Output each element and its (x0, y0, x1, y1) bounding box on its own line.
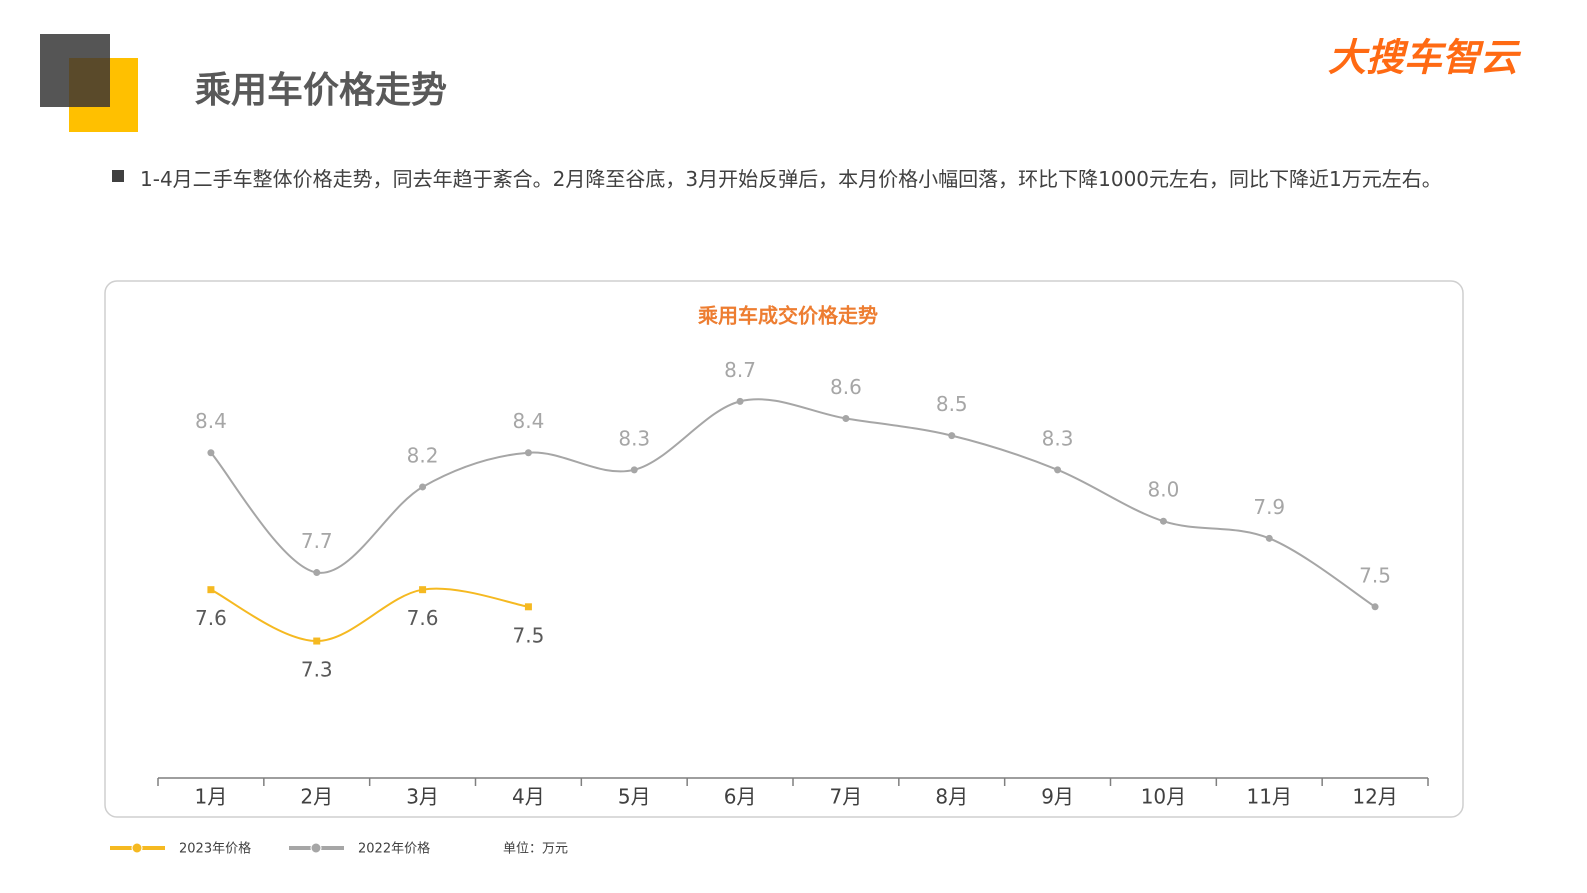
data-label: 8.4 (195, 409, 227, 433)
data-label: 7.6 (195, 606, 227, 630)
point (524, 449, 532, 457)
point (1159, 517, 1167, 525)
legend-label: 2022年价格 (358, 841, 430, 857)
x-tick-label: 5月 (618, 785, 651, 809)
data-label: 8.7 (724, 358, 756, 382)
legend-marker (310, 842, 322, 854)
x-tick-label: 10月 (1141, 785, 1186, 809)
data-label: 7.7 (301, 529, 333, 553)
series-line (210, 398, 1376, 608)
x-tick-label: 9月 (1041, 785, 1074, 809)
point (419, 586, 427, 594)
series-line (210, 587, 529, 643)
data-label: 8.3 (618, 426, 650, 450)
data-label: 7.5 (513, 623, 545, 647)
point (524, 603, 532, 611)
point (630, 466, 638, 474)
data-label: 8.5 (936, 392, 968, 416)
data-label: 7.3 (301, 658, 333, 682)
data-label: 8.4 (513, 409, 545, 433)
point (207, 586, 215, 594)
point (842, 414, 850, 422)
point (1265, 534, 1273, 542)
chart-title: 乘用车成交价格走势 (697, 304, 878, 328)
data-label: 8.6 (830, 375, 862, 399)
deco-overlap (69, 58, 110, 107)
data-label: 7.5 (1359, 563, 1391, 587)
point (207, 449, 215, 457)
x-tick-label: 3月 (406, 785, 439, 809)
point (313, 637, 321, 645)
x-tick-label: 8月 (935, 785, 968, 809)
x-tick-label: 12月 (1352, 785, 1397, 809)
point (313, 569, 321, 577)
legend-marker (131, 842, 143, 854)
x-tick-label: 1月 (195, 785, 228, 809)
data-label: 8.2 (407, 443, 439, 467)
chart-frame (104, 280, 1464, 818)
x-tick-label: 11月 (1247, 785, 1292, 809)
point (1054, 466, 1062, 474)
point (948, 432, 956, 440)
unit-note: 单位：万元 (503, 842, 568, 857)
slide-title: 乘用车价格走势 (195, 70, 447, 111)
point (1371, 603, 1379, 611)
x-tick-label: 7月 (830, 785, 863, 809)
data-label: 7.9 (1253, 495, 1285, 519)
data-label: 8.3 (1042, 426, 1074, 450)
x-tick-label: 4月 (512, 785, 545, 809)
point (736, 397, 744, 405)
data-label: 8.0 (1148, 478, 1180, 502)
x-tick-label: 6月 (724, 785, 757, 809)
legend-label: 2023年价格 (179, 841, 251, 857)
bullet-marker (112, 170, 124, 182)
logo: 大搜车智云 (1328, 36, 1522, 80)
x-tick-label: 2月 (300, 785, 333, 809)
bullet-text: 1-4月二手车整体价格走势，同去年趋于紊合。2月降至谷底，3月开始反弹后，本月价… (140, 167, 1442, 191)
data-label: 7.6 (407, 606, 439, 630)
point (419, 483, 427, 491)
